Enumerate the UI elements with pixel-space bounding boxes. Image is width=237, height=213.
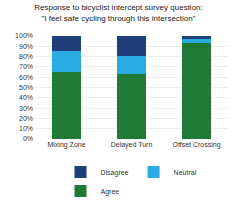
svg-text:Mixing Zone: Mixing Zone	[47, 141, 85, 149]
svg-text:Delayed Turn: Delayed Turn	[111, 141, 153, 149]
svg-text:50%: 50%	[19, 84, 33, 91]
svg-text:100%: 100%	[15, 32, 33, 39]
svg-text:Neutral: Neutral	[174, 169, 197, 176]
svg-text:80%: 80%	[19, 53, 33, 60]
svg-text:70%: 70%	[19, 63, 33, 70]
svg-text:Offset Crossing: Offset Crossing	[172, 141, 220, 149]
svg-text:60%: 60%	[19, 74, 33, 81]
svg-text:Response to bicyclist intercep: Response to bicyclist intercept survey q…	[34, 3, 203, 22]
svg-text:10%: 10%	[19, 125, 33, 132]
svg-text:0%: 0%	[23, 135, 33, 142]
svg-text:40%: 40%	[19, 94, 33, 101]
svg-text:Agree: Agree	[101, 188, 120, 196]
svg-text:20%: 20%	[19, 115, 33, 122]
svg-text:90%: 90%	[19, 43, 33, 50]
svg-text:30%: 30%	[19, 105, 33, 112]
svg-text:Disagree: Disagree	[101, 169, 129, 177]
